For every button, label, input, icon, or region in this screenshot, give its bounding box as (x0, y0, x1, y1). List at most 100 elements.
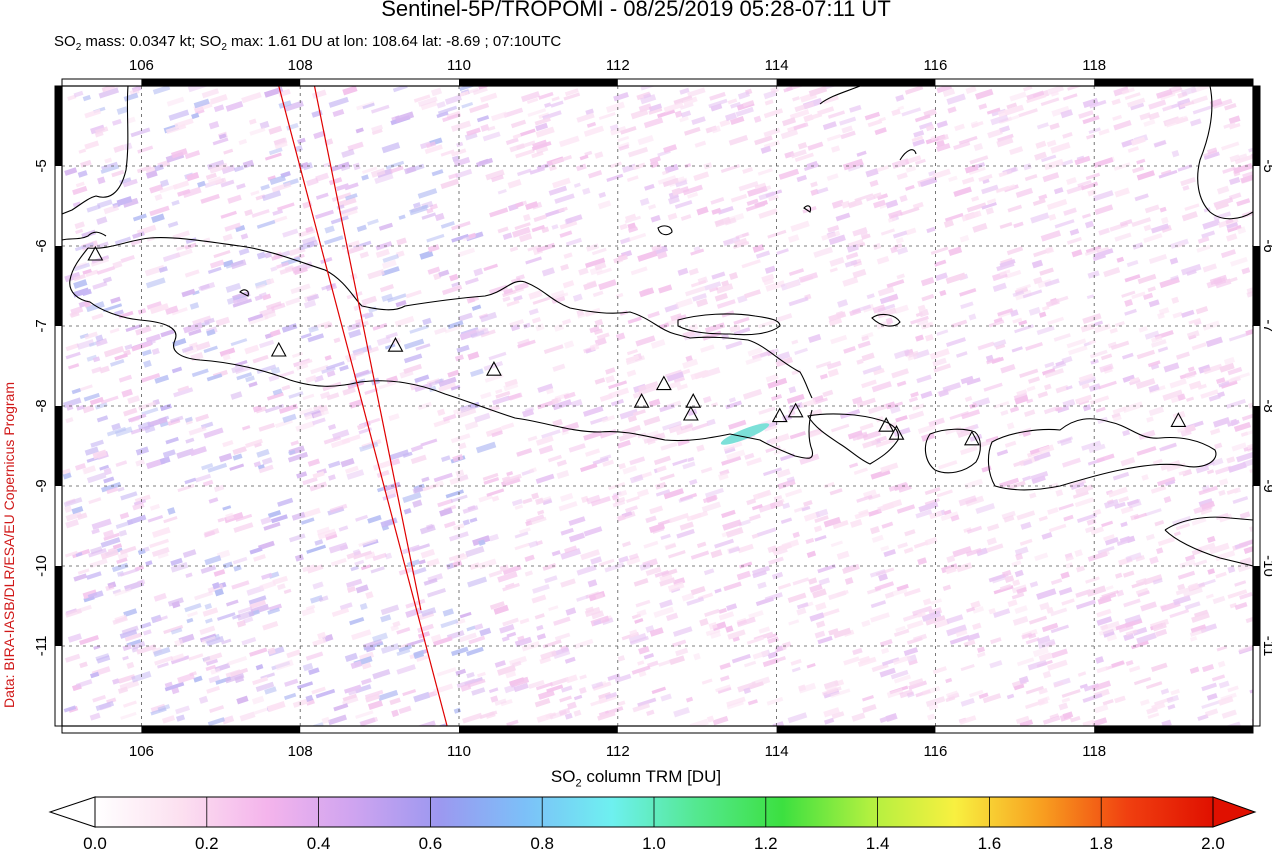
so2-pixel (669, 655, 685, 666)
so2-pixel (406, 638, 426, 647)
so2-pixel (780, 128, 799, 140)
so2-pixel (1207, 568, 1216, 575)
so2-pixel (549, 676, 570, 687)
so2-pixel (255, 283, 266, 290)
so2-pixel (817, 564, 836, 574)
so2-pixel (878, 573, 888, 582)
so2-pixel (1186, 396, 1195, 402)
so2-pixel (175, 705, 190, 715)
so2-pixel (908, 350, 919, 358)
so2-pixel (354, 559, 365, 566)
so2-pixel (324, 354, 332, 361)
so2-pixel (311, 89, 327, 99)
so2-pixel (982, 178, 990, 185)
so2-pixel (329, 503, 348, 513)
frame-bar-segment (1253, 406, 1260, 486)
so2-pixel (1086, 133, 1095, 140)
so2-pixel (144, 264, 166, 277)
so2-pixel (638, 385, 659, 396)
so2-pixel (204, 603, 213, 610)
so2-pixel (189, 302, 200, 310)
so2-pixel (198, 283, 210, 291)
so2-pixel (583, 405, 604, 417)
so2-pixel (1226, 276, 1238, 284)
so2-pixel (92, 449, 108, 460)
so2-pixel (188, 328, 202, 337)
so2-pixel (1078, 373, 1094, 383)
so2-pixel (305, 651, 324, 661)
so2-pixel (328, 96, 349, 108)
frame-bar-outline (61, 725, 1254, 734)
so2-pixel (1088, 127, 1101, 135)
so2-pixel (787, 712, 808, 724)
so2-pixel (1091, 717, 1108, 726)
so2-pixel (933, 363, 952, 373)
so2-pixel (896, 380, 907, 387)
so2-pixel (268, 125, 283, 135)
so2-pixel (1019, 538, 1033, 546)
so2-pixel (656, 109, 676, 119)
so2-pixel (847, 430, 863, 440)
so2-pixel (1125, 629, 1138, 637)
so2-pixel (241, 91, 262, 104)
so2-pixel (719, 662, 731, 670)
so2-pixel (1042, 172, 1060, 183)
so2-pixel (1212, 595, 1226, 605)
so2-pixel (928, 703, 939, 711)
so2-pixel (978, 103, 988, 110)
so2-pixel (1023, 86, 1033, 92)
so2-pixel (1173, 531, 1181, 537)
so2-pixel (1011, 346, 1023, 353)
so2-pixel (972, 622, 982, 631)
so2-pixel (491, 495, 500, 502)
so2-pixel (806, 550, 817, 558)
so2-pixel (1238, 539, 1253, 548)
so2-pixel (1209, 542, 1230, 555)
so2-pixel (880, 545, 890, 552)
so2-pixel (536, 242, 556, 253)
so2-pixel (213, 569, 226, 577)
so2-pixel (1141, 474, 1149, 481)
so2-pixel (528, 679, 545, 689)
so2-pixel (1201, 682, 1218, 692)
so2-pixel (659, 573, 673, 582)
so2-pixel (483, 263, 498, 272)
so2-pixel (1181, 211, 1198, 222)
so2-pixel (1112, 406, 1127, 415)
so2-pixel (360, 564, 371, 571)
so2-pixel (425, 141, 437, 149)
so2-pixel (225, 282, 242, 293)
so2-pixel (516, 140, 536, 150)
so2-pixel (535, 323, 545, 332)
so2-pixel (826, 133, 842, 142)
so2-pixel (1020, 521, 1032, 530)
so2-pixel (782, 502, 791, 510)
so2-pixel (342, 86, 358, 96)
so2-pixel (111, 422, 121, 431)
so2-pixel (1011, 584, 1028, 594)
so2-pixel (1038, 444, 1055, 455)
lat-tick-label: -5 (33, 159, 50, 172)
so2-pixel (1249, 523, 1253, 532)
so2-pixel (1127, 97, 1146, 108)
so2-pixel (532, 296, 551, 305)
so2-pixel (1225, 233, 1238, 242)
so2-pixel (193, 675, 203, 683)
so2-pixel (725, 340, 743, 350)
so2-pixel (1143, 119, 1156, 127)
so2-pixel (769, 433, 790, 445)
so2-pixel (380, 643, 400, 654)
so2-pixel (629, 474, 644, 484)
so2-pixel (1115, 321, 1125, 328)
so2-pixel (915, 311, 924, 317)
so2-pixel (103, 532, 120, 541)
so2-pixel (547, 454, 562, 463)
so2-pixel (256, 251, 266, 260)
so2-pixel (323, 322, 333, 329)
so2-pixel (90, 439, 104, 448)
so2-pixel (638, 381, 659, 392)
so2-pixel (506, 719, 519, 726)
so2-pixel (1133, 676, 1152, 686)
so2-pixel (527, 435, 538, 442)
so2-pixel (1135, 377, 1156, 390)
